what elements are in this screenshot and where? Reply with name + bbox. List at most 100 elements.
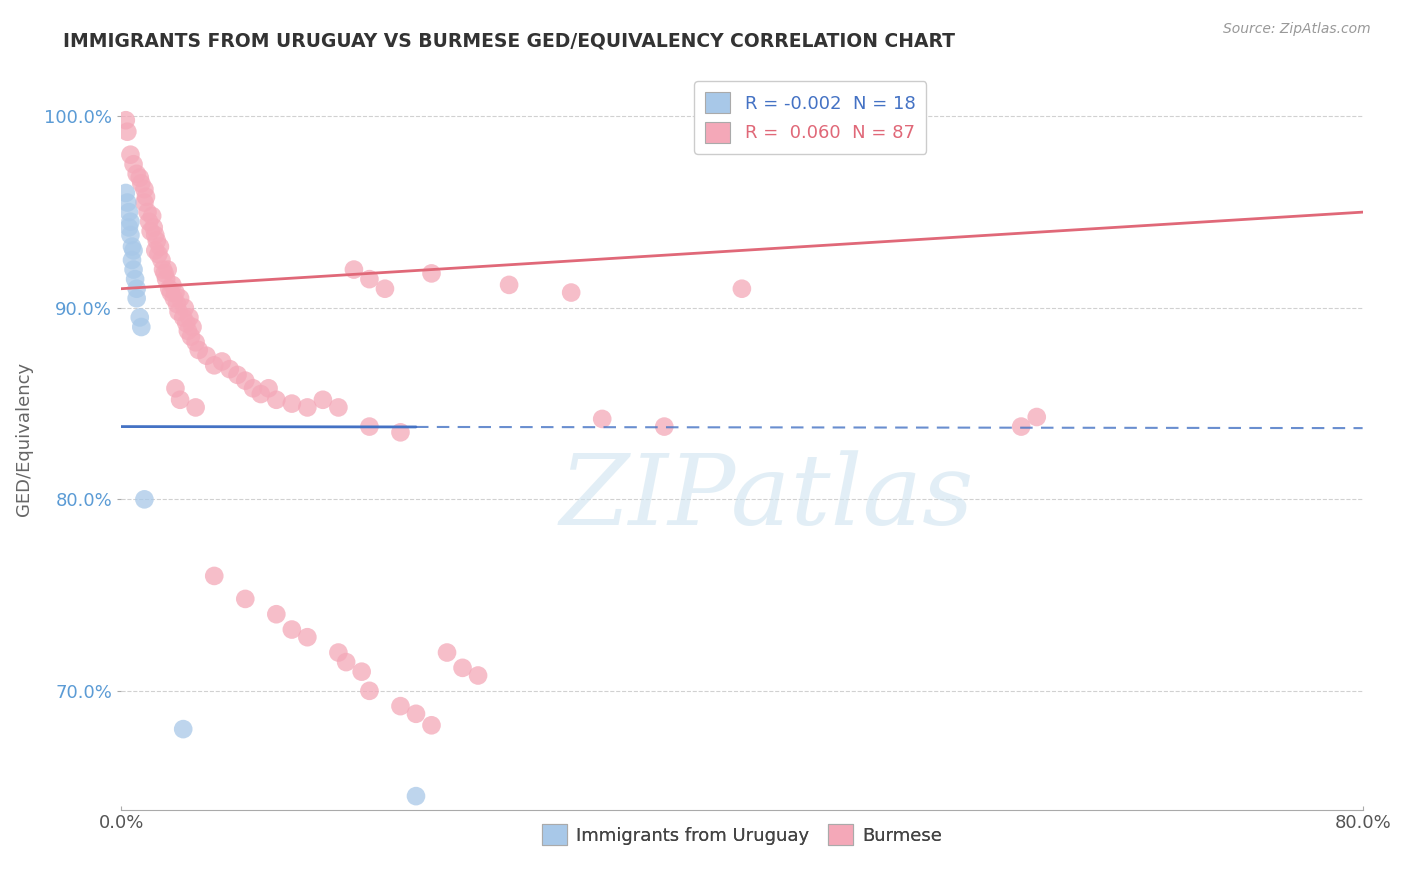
Point: [134, 195, 156, 210]
Point: [343, 262, 366, 277]
Point: [451, 661, 474, 675]
Point: [141, 209, 163, 223]
Point: [591, 412, 613, 426]
Point: [374, 282, 396, 296]
Point: [652, 419, 675, 434]
Point: [159, 285, 181, 300]
Point: [128, 310, 150, 325]
Y-axis label: GED/Equivalency: GED/Equivalency: [15, 362, 32, 516]
Point: [1010, 419, 1032, 434]
Point: [436, 646, 458, 660]
Point: [297, 401, 319, 415]
Point: [179, 310, 201, 325]
Point: [328, 401, 350, 415]
Point: [1025, 409, 1047, 424]
Point: [128, 170, 150, 185]
Point: [359, 419, 381, 434]
Point: [350, 665, 373, 679]
Text: ZIPatlas: ZIPatlas: [560, 450, 974, 546]
Point: [166, 297, 188, 311]
Point: [124, 272, 146, 286]
Point: [226, 368, 249, 382]
Point: [143, 244, 166, 258]
Point: [118, 205, 141, 219]
Point: [114, 186, 136, 200]
Point: [389, 699, 412, 714]
Point: [281, 623, 304, 637]
Point: [560, 285, 582, 300]
Point: [134, 182, 156, 196]
Point: [131, 320, 153, 334]
Point: [359, 272, 381, 286]
Point: [312, 392, 335, 407]
Point: [121, 252, 143, 267]
Point: [122, 157, 145, 171]
Point: [328, 646, 350, 660]
Point: [218, 362, 240, 376]
Point: [134, 492, 156, 507]
Point: [202, 569, 225, 583]
Point: [117, 195, 139, 210]
Point: [148, 247, 170, 261]
Point: [184, 335, 207, 350]
Point: [172, 310, 194, 325]
Point: [177, 324, 200, 338]
Point: [120, 147, 142, 161]
Point: [266, 607, 288, 622]
Point: [121, 239, 143, 253]
Point: [180, 329, 202, 343]
Point: [169, 392, 191, 407]
Point: [142, 220, 165, 235]
Point: [120, 228, 142, 243]
Point: [297, 630, 319, 644]
Point: [122, 244, 145, 258]
Point: [138, 215, 160, 229]
Point: [195, 349, 218, 363]
Legend: Immigrants from Uruguay, Burmese: Immigrants from Uruguay, Burmese: [534, 817, 949, 853]
Point: [149, 239, 172, 253]
Point: [184, 401, 207, 415]
Text: Source: ZipAtlas.com: Source: ZipAtlas.com: [1223, 22, 1371, 37]
Point: [420, 267, 443, 281]
Point: [120, 215, 142, 229]
Point: [125, 282, 148, 296]
Point: [249, 387, 271, 401]
Point: [169, 291, 191, 305]
Point: [165, 285, 187, 300]
Point: [211, 354, 233, 368]
Point: [233, 591, 256, 606]
Text: IMMIGRANTS FROM URUGUAY VS BURMESE GED/EQUIVALENCY CORRELATION CHART: IMMIGRANTS FROM URUGUAY VS BURMESE GED/E…: [63, 31, 955, 50]
Point: [359, 683, 381, 698]
Point: [146, 234, 169, 248]
Point: [266, 392, 288, 407]
Point: [122, 262, 145, 277]
Point: [153, 267, 176, 281]
Point: [155, 272, 177, 286]
Point: [157, 282, 180, 296]
Point: [125, 291, 148, 305]
Point: [167, 304, 190, 318]
Point: [181, 320, 204, 334]
Point: [136, 205, 159, 219]
Point: [389, 425, 412, 440]
Point: [233, 374, 256, 388]
Point: [176, 316, 198, 330]
Point: [143, 228, 166, 243]
Point: [257, 381, 280, 395]
Point: [156, 262, 179, 277]
Point: [281, 396, 304, 410]
Point: [150, 252, 173, 267]
Point: [173, 301, 195, 315]
Point: [731, 282, 754, 296]
Point: [420, 718, 443, 732]
Point: [117, 125, 139, 139]
Point: [162, 277, 184, 292]
Point: [139, 224, 162, 238]
Point: [131, 177, 153, 191]
Point: [114, 113, 136, 128]
Point: [335, 655, 357, 669]
Point: [118, 220, 141, 235]
Point: [187, 343, 209, 357]
Point: [405, 706, 427, 721]
Point: [467, 668, 489, 682]
